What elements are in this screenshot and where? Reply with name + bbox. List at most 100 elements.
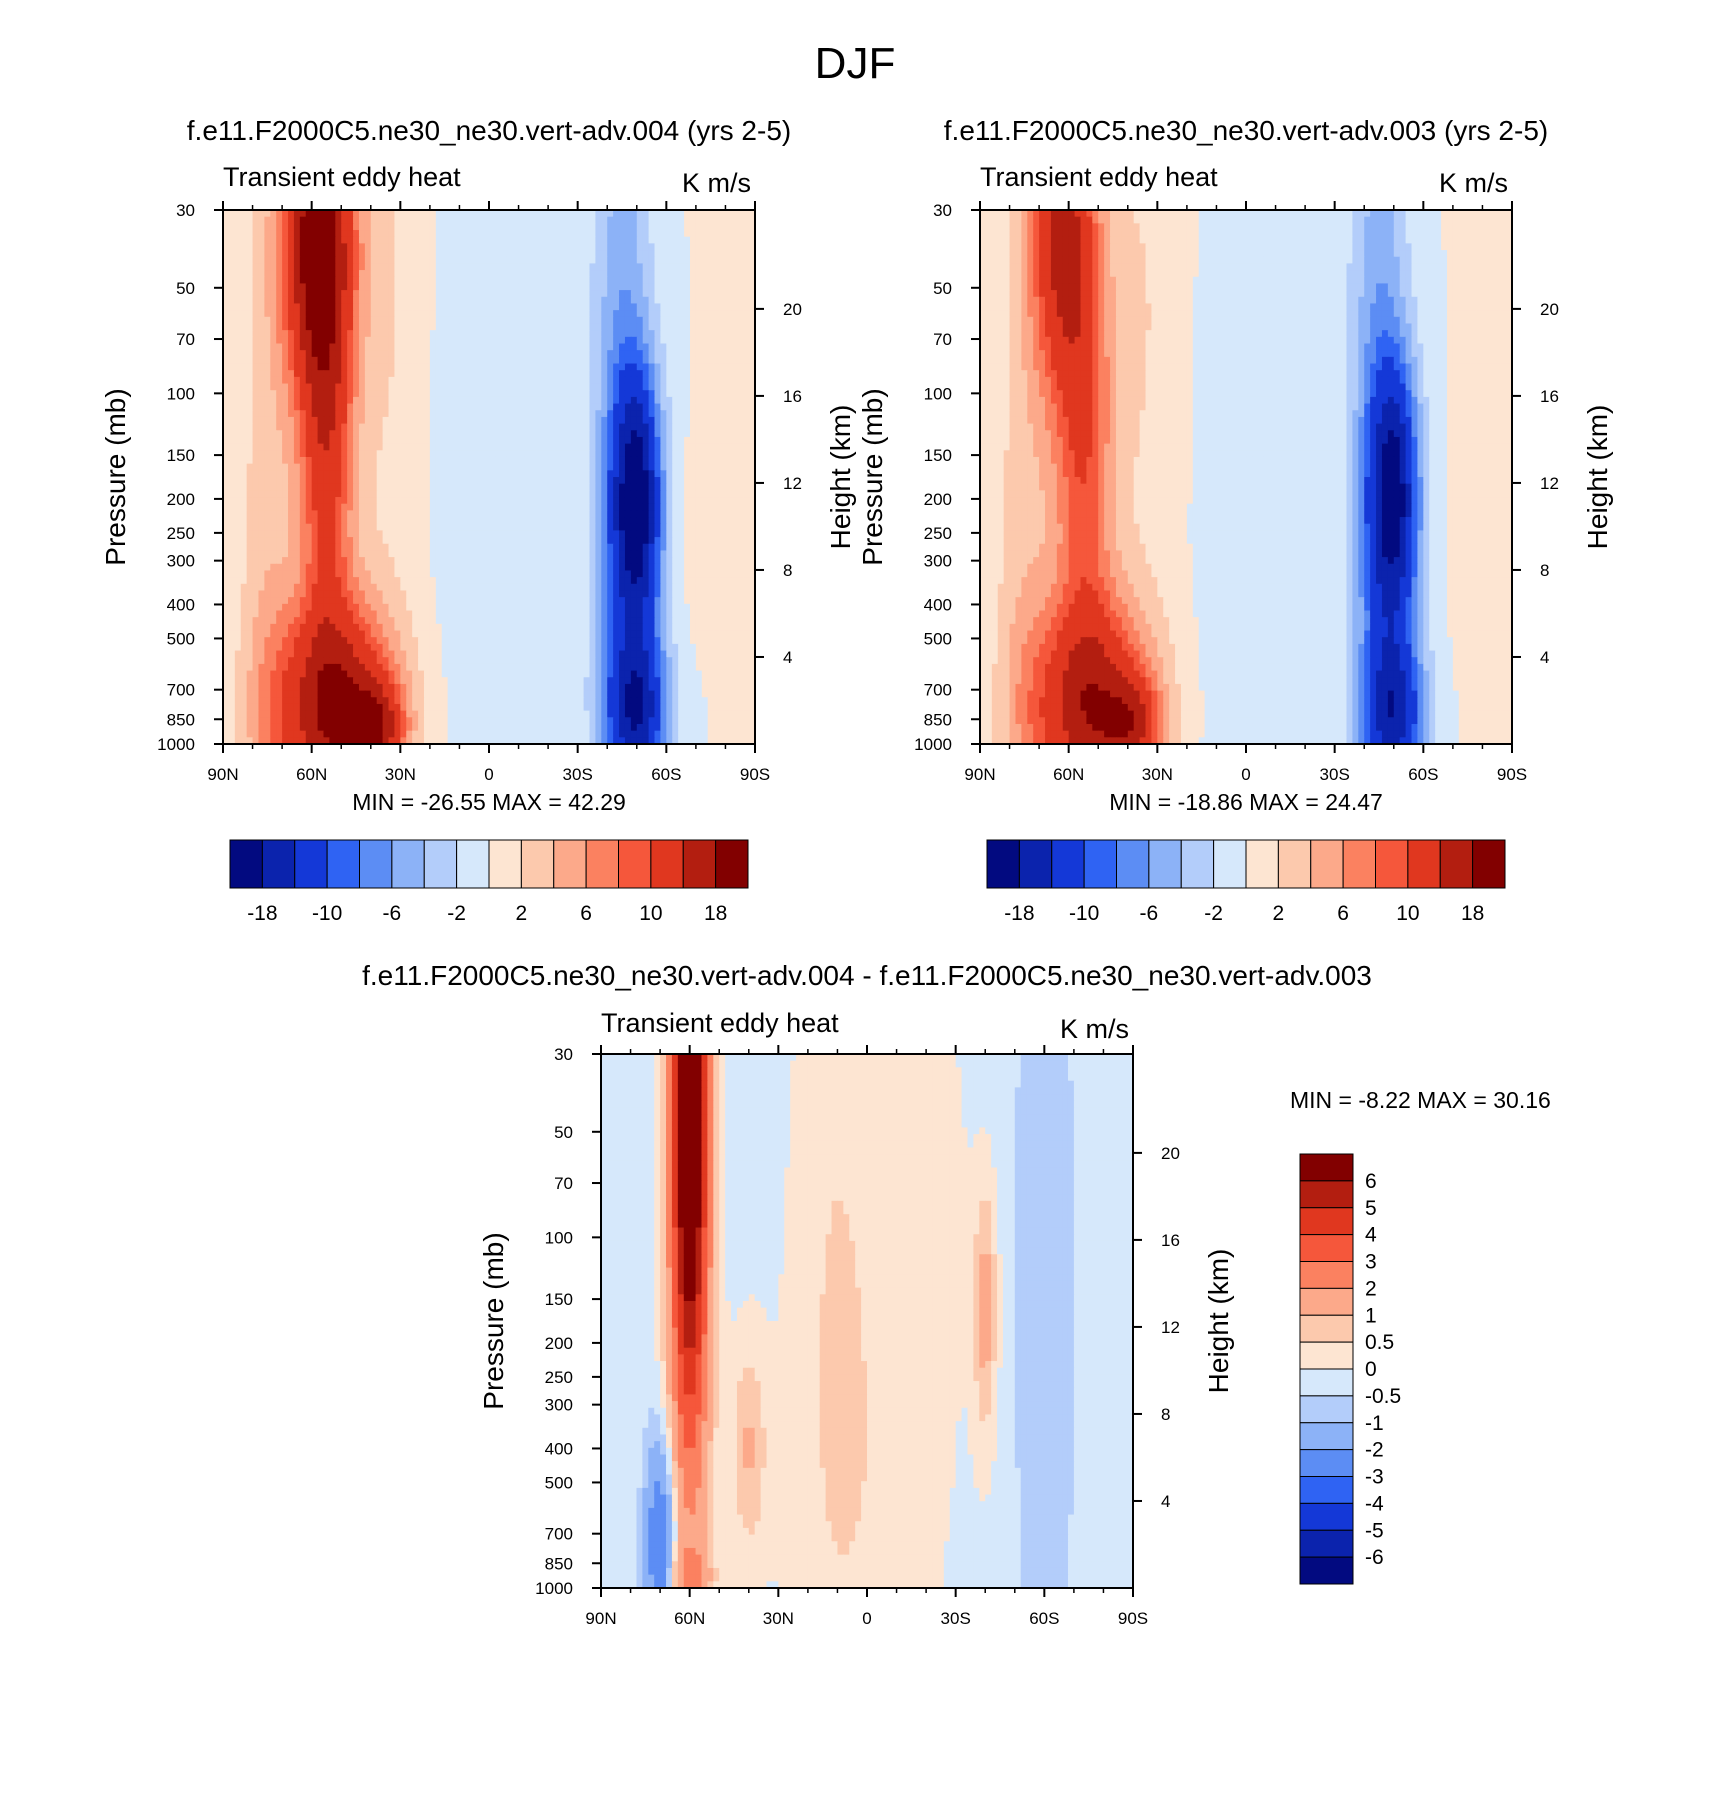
colorbar-swatch (618, 839, 652, 889)
colorbar-swatch (1299, 1180, 1354, 1209)
y-tick-label: 100 (167, 384, 195, 403)
colorbar-swatch (1213, 839, 1247, 889)
colorbar-swatch (1299, 1287, 1354, 1316)
y-tick-label: 700 (167, 681, 195, 700)
colorbar-swatch (520, 839, 555, 889)
y-axis-label: Pressure (mb) (478, 1232, 509, 1409)
x-tick-label: 0 (862, 1609, 871, 1628)
y-tick-label: 700 (545, 1525, 573, 1544)
colorbar-swatch (1051, 839, 1085, 889)
x-tick-label: 60N (296, 765, 327, 784)
colorbar-swatch (1299, 1207, 1354, 1236)
contour-field (223, 210, 755, 744)
y-tick-label: 200 (167, 490, 195, 509)
colorbar-label: 10 (1396, 902, 1419, 925)
panel-title: f.e11.F2000C5.ne30_ne30.vert-adv.003 (yr… (944, 115, 1548, 146)
panel-left-label: Transient eddy heat (223, 162, 461, 192)
colorbar-swatch (650, 839, 684, 889)
y2-tick-label: 8 (1161, 1405, 1170, 1424)
colorbar-swatch (1299, 1368, 1354, 1397)
y-tick-label: 200 (924, 490, 952, 509)
colorbar: -18 -10 -6 -2 2 6 10 18 (229, 839, 749, 925)
x-tick-label: 30S (941, 1609, 971, 1628)
y2-tick-label: 20 (1161, 1144, 1180, 1163)
colorbar-swatch (1299, 1314, 1354, 1343)
y-tick-label: 850 (545, 1554, 573, 1573)
colorbar-label: 0 (1365, 1358, 1377, 1381)
y-tick-label: 500 (924, 629, 952, 648)
y-tick-label: 50 (554, 1123, 573, 1142)
x-tick-label: 90S (740, 765, 770, 784)
colorbar-label: 0.5 (1365, 1331, 1394, 1354)
panel-difference: f.e11.F2000C5.ne30_ne30.vert-adv.004 - f… (362, 960, 1551, 1628)
colorbar-swatch (1299, 1556, 1354, 1585)
x-tick-label: 60N (1053, 765, 1084, 784)
x-tick-label: 90S (1118, 1609, 1148, 1628)
colorbar-swatch (715, 839, 749, 889)
y-tick-label: 100 (545, 1228, 573, 1247)
colorbar-swatch (1310, 839, 1344, 889)
x-tick-label: 30N (385, 765, 416, 784)
y2-tick-label: 4 (783, 648, 792, 667)
colorbar-swatch (1299, 1449, 1354, 1477)
colorbar-swatch (1472, 839, 1506, 889)
x-tick-label: 60N (674, 1609, 705, 1628)
colorbar-swatch (359, 839, 393, 889)
colorbar-swatch (391, 839, 425, 889)
y2-tick-label: 16 (783, 387, 802, 406)
panel-vert-adv-003: f.e11.F2000C5.ne30_ne30.vert-adv.003 (yr… (857, 115, 1613, 925)
y-tick-label: 500 (545, 1473, 573, 1492)
x-tick-label: 30N (763, 1609, 794, 1628)
panel-units-label: K m/s (1439, 168, 1508, 198)
y-tick-label: 500 (167, 629, 195, 648)
colorbar-label: 4 (1365, 1224, 1377, 1247)
colorbar-label: 1 (1365, 1304, 1377, 1327)
colorbar-label: 10 (639, 902, 662, 925)
y-tick-label: 250 (545, 1368, 573, 1387)
colorbar-swatch (553, 839, 587, 889)
colorbar-swatch (1299, 1422, 1354, 1451)
colorbar-label: 5 (1365, 1197, 1377, 1220)
panel-units-label: K m/s (682, 168, 751, 198)
min-max-label: MIN = -8.22 MAX = 30.16 (1290, 1087, 1551, 1113)
y2-tick-label: 8 (1540, 561, 1549, 580)
y-tick-label: 150 (924, 446, 952, 465)
colorbar-swatch (1375, 839, 1409, 889)
y-tick-label: 100 (924, 384, 952, 403)
y2-tick-label: 4 (1161, 1492, 1170, 1511)
colorbar-label: -3 (1365, 1466, 1384, 1489)
x-tick-label: 30S (1320, 765, 1350, 784)
x-tick-label: 30N (1142, 765, 1173, 784)
y2-tick-label: 12 (1540, 474, 1559, 493)
panel-vert-adv-004: f.e11.F2000C5.ne30_ne30.vert-adv.004 (yr… (100, 115, 856, 925)
colorbar-label: -5 (1365, 1519, 1384, 1542)
y-tick-label: 300 (924, 552, 952, 571)
colorbar-label: -2 (1365, 1439, 1384, 1462)
y-axis-label: Pressure (mb) (100, 388, 131, 565)
x-tick-label: 60S (1408, 765, 1438, 784)
x-tick-label: 90S (1497, 765, 1527, 784)
min-max-label: MIN = -18.86 MAX = 24.47 (1109, 789, 1383, 815)
colorbar-label: -18 (1004, 902, 1034, 925)
figure-title: DJF (815, 39, 896, 88)
y-tick-label: 850 (924, 710, 952, 729)
colorbar-swatch (1245, 839, 1279, 889)
colorbar-label: 6 (1365, 1170, 1377, 1193)
y-tick-label: 400 (545, 1439, 573, 1458)
colorbar-label: 18 (1461, 902, 1484, 925)
colorbar-swatch (423, 839, 458, 889)
y-tick-label: 1000 (535, 1579, 573, 1598)
y-tick-label: 300 (167, 552, 195, 571)
colorbar-swatch (326, 839, 360, 889)
colorbar-label: -2 (447, 902, 466, 925)
colorbar-swatch (261, 839, 296, 889)
y-tick-label: 50 (176, 279, 195, 298)
colorbar-swatch (1299, 1153, 1354, 1182)
y2-axis-label: Height (km) (1203, 1249, 1234, 1394)
colorbar-label: 18 (704, 902, 727, 925)
y-tick-label: 400 (167, 595, 195, 614)
y-tick-label: 1000 (914, 735, 952, 754)
colorbar-swatch (1439, 839, 1474, 889)
colorbar-swatch (1299, 1341, 1354, 1370)
